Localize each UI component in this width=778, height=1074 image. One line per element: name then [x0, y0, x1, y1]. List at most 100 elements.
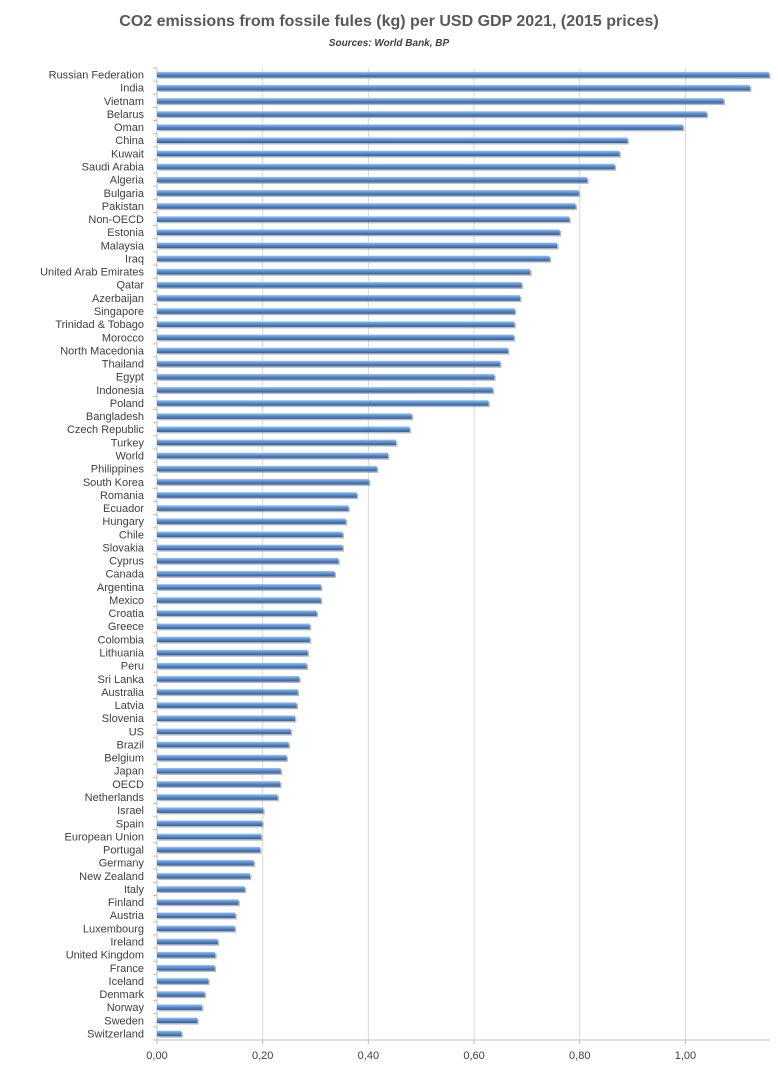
category-label: US [129, 726, 144, 738]
bar [157, 899, 239, 905]
bar [157, 557, 339, 564]
category-label: Luxembourg [83, 923, 144, 935]
bar [157, 492, 357, 498]
category-label: Belarus [107, 109, 145, 121]
category-label: Thailand [102, 359, 144, 371]
category-label: Iraq [125, 253, 144, 265]
bar [157, 754, 287, 761]
bar [157, 387, 493, 393]
bar [157, 190, 579, 196]
bar [157, 978, 209, 984]
category-label: Algeria [110, 175, 145, 187]
category-label: Cyprus [109, 556, 144, 568]
category-label: Trinidad & Tobago [55, 319, 144, 331]
category-label: Pakistan [102, 201, 144, 213]
x-tick-label: 0,00 [146, 1050, 167, 1062]
category-label: Lithuania [99, 648, 145, 660]
category-label: Norway [107, 1002, 145, 1014]
bar [157, 452, 388, 459]
category-label: Singapore [94, 306, 144, 318]
category-label: France [110, 963, 144, 975]
bar [157, 216, 570, 222]
bar [157, 98, 724, 104]
bar [157, 531, 343, 538]
category-label: Mexico [109, 595, 144, 607]
bars [157, 71, 771, 1038]
category-label: Iceland [109, 976, 144, 988]
category-label: Denmark [99, 989, 144, 1001]
category-label: Italy [124, 884, 145, 896]
bar [157, 242, 558, 249]
bar [157, 662, 307, 669]
category-label: Kuwait [111, 148, 144, 160]
category-label: World [115, 450, 144, 462]
category-label: Israel [117, 805, 144, 817]
bar [157, 767, 281, 774]
bar [157, 649, 308, 656]
category-label: Canada [105, 569, 144, 581]
category-label: South Korea [83, 477, 145, 489]
category-label: Australia [101, 687, 145, 699]
category-label: Latvia [115, 700, 145, 712]
category-label: Austria [110, 910, 145, 922]
bar [157, 938, 218, 945]
bar [157, 925, 235, 932]
bar [157, 715, 295, 721]
bar [157, 308, 515, 314]
bar [157, 334, 514, 341]
bar [157, 991, 205, 997]
gridlines [262, 68, 686, 1040]
bar [157, 255, 550, 262]
chart-title: CO2 emissions from fossile fules (kg) pe… [119, 13, 659, 30]
bar [157, 689, 298, 695]
bar [157, 676, 300, 682]
bar [157, 400, 489, 406]
category-label: Switzerland [87, 1028, 144, 1040]
category-label: Oman [114, 122, 144, 134]
bar [157, 794, 278, 800]
category-label: Bulgaria [104, 188, 145, 200]
bar [157, 426, 410, 432]
bar [157, 176, 588, 183]
category-label: Philippines [91, 464, 145, 476]
bar [157, 728, 291, 735]
category-label: Sweden [104, 1015, 144, 1027]
category-label: Brazil [116, 739, 144, 751]
bar [157, 873, 251, 879]
bar [157, 84, 750, 91]
category-label: Azerbaijan [92, 293, 144, 305]
bar [157, 636, 310, 643]
category-label: United Kingdom [66, 950, 144, 962]
axes [153, 67, 770, 1044]
x-tick-labels: 0,00 0,20 0,40 0,60 0,80 1,00 [146, 1050, 696, 1062]
bar [157, 518, 346, 524]
bar [157, 833, 262, 840]
bar [157, 610, 317, 616]
bar [157, 623, 310, 629]
bar [157, 951, 216, 958]
bar [157, 886, 245, 892]
bar [157, 203, 576, 209]
bar [157, 584, 321, 590]
category-label: North Macedonia [60, 345, 145, 357]
category-label: Ecuador [103, 503, 144, 515]
bar [157, 71, 769, 78]
category-label: New Zealand [79, 871, 144, 883]
category-label: Argentina [97, 582, 145, 594]
bar [157, 741, 289, 748]
category-label: Slovakia [102, 542, 144, 554]
category-label: Hungary [102, 516, 144, 528]
category-label: Morocco [102, 332, 144, 344]
category-label: Malaysia [101, 240, 145, 252]
category-label: Egypt [116, 372, 144, 384]
category-label: Peru [121, 661, 144, 673]
bar [157, 347, 508, 354]
bar [157, 820, 263, 827]
bar [157, 268, 531, 275]
category-label: United Arab Emirates [40, 267, 144, 279]
bar [157, 965, 215, 971]
category-label: Belgium [104, 753, 144, 765]
category-label: Saudi Arabia [82, 162, 145, 174]
category-label: Czech Republic [67, 424, 145, 436]
category-label: Estonia [107, 227, 145, 239]
